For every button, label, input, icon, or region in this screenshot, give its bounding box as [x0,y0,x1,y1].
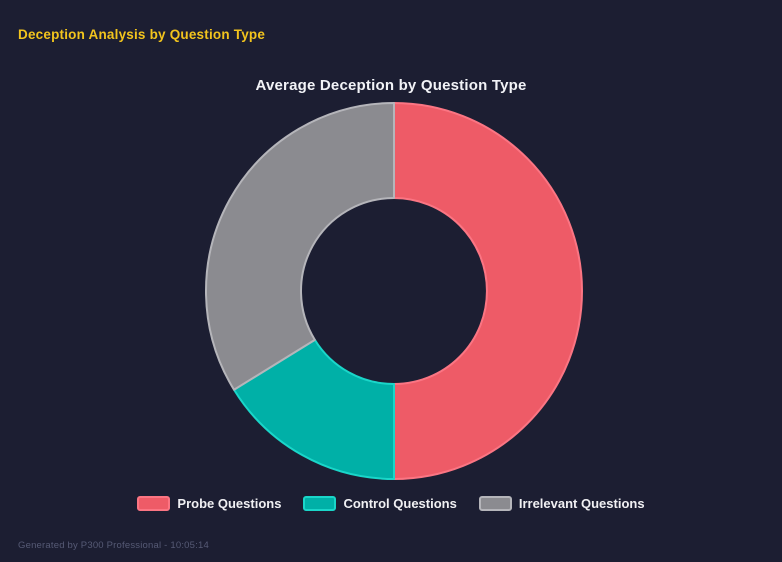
legend-label-irrelevant: Irrelevant Questions [518,496,645,511]
footer-generated-note: Generated by P300 Professional - 10:05:1… [18,540,209,551]
donut-segment-irrelevant[interactable] [205,102,395,391]
chart-legend: Probe Questions Control Questions Irrele… [0,496,782,511]
legend-item-control[interactable]: Control Questions [303,496,457,511]
donut-segment-control[interactable] [233,338,395,480]
donut-segment-probe[interactable] [393,102,583,480]
legend-swatch-control [303,496,337,511]
legend-swatch-probe [137,496,171,511]
legend-item-probe[interactable]: Probe Questions [137,496,281,511]
chart-title: Average Deception by Question Type [255,77,527,94]
legend-item-irrelevant[interactable]: Irrelevant Questions [478,496,645,511]
legend-label-probe: Probe Questions [177,496,282,511]
legend-swatch-irrelevant [478,496,512,511]
legend-label-control: Control Questions [343,496,457,511]
page-title: Deception Analysis by Question Type [18,27,266,42]
